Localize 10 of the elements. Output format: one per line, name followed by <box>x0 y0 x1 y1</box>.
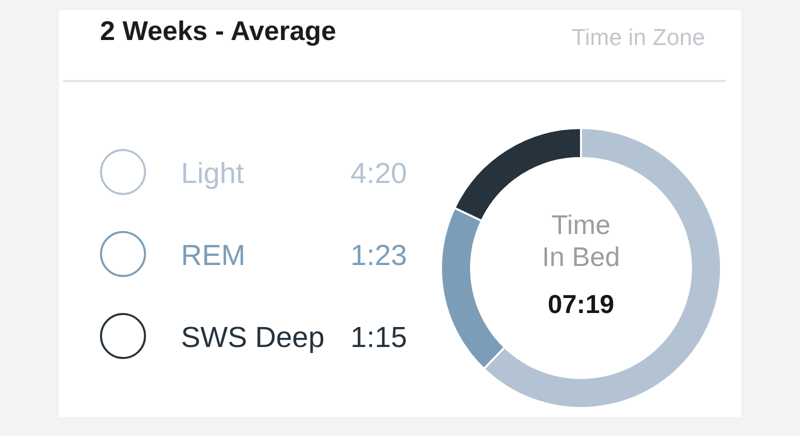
data-label: 1:15 <box>350 322 407 354</box>
legend-label: SWS Deep <box>181 322 324 354</box>
legend-label: Light <box>181 158 244 190</box>
text: 07:19 <box>548 289 614 319</box>
legend-label: REM <box>181 240 246 272</box>
data-label: 1:23 <box>350 240 407 272</box>
chart-title: 2 Weeks - Average <box>100 16 336 47</box>
text: Time in Zone <box>572 24 705 51</box>
data-label: 4:20 <box>350 158 407 190</box>
text: Time In Bed <box>542 210 620 272</box>
